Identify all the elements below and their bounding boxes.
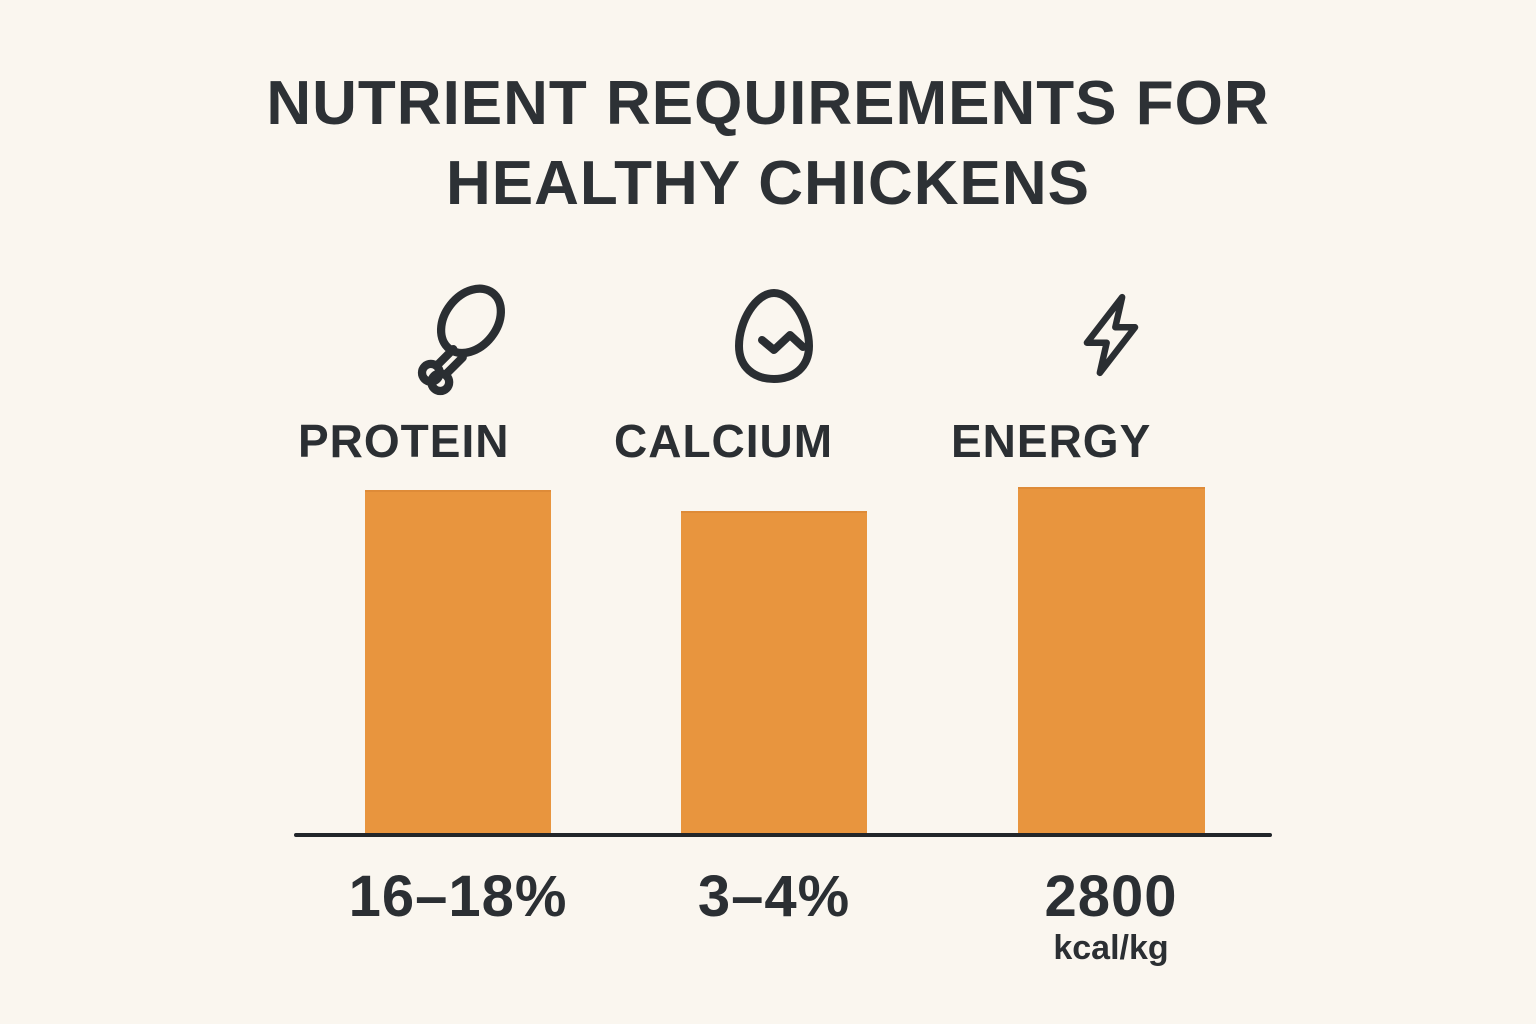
- value-calcium: 3–4%: [697, 864, 851, 929]
- category-label-protein: PROTEIN: [298, 415, 510, 467]
- bar-energy: [1018, 487, 1205, 835]
- page-title-line2: HEALTHY CHICKENS: [445, 149, 1091, 218]
- lightning-bolt-icon: [1068, 272, 1154, 398]
- axis-baseline: [294, 833, 1272, 837]
- bar-protein: [365, 490, 551, 835]
- value-energy: 2800: [1044, 864, 1178, 929]
- value-cell-calcium: 3–4%: [614, 866, 934, 928]
- page-title: NUTRIENT REQUIREMENTS FOR HEALTHY CHICKE…: [0, 64, 1536, 224]
- value-energy-unit: kcal/kg: [1053, 929, 1169, 967]
- bar-calcium: [681, 511, 867, 835]
- page-title-line1: NUTRIENT REQUIREMENTS FOR: [266, 69, 1270, 138]
- egg-icon: [724, 272, 824, 398]
- value-cell-protein: 16–18%: [298, 866, 618, 928]
- calcium-icon-cell: [614, 272, 934, 398]
- energy-icon-cell: [951, 272, 1271, 398]
- category-label-energy: ENERGY: [951, 415, 1152, 467]
- value-protein: 16–18%: [348, 864, 568, 929]
- protein-icon-cell: [298, 272, 618, 398]
- drumstick-icon: [399, 272, 517, 398]
- value-cell-energy: 2800 kcal/kg: [951, 866, 1271, 968]
- category-label-calcium: CALCIUM: [614, 415, 834, 467]
